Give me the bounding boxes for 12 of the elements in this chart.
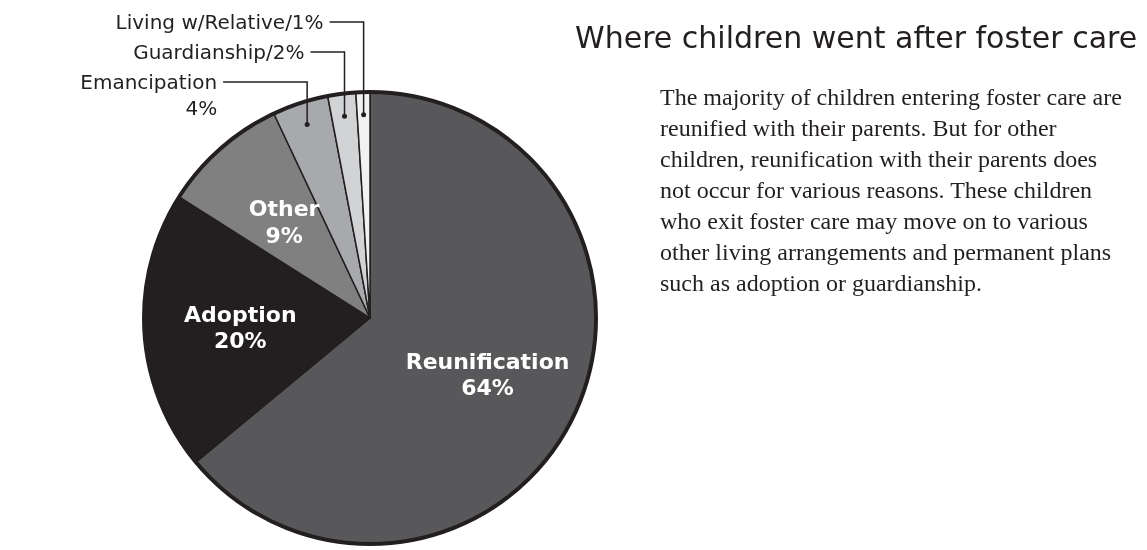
slice-label: Adoption (184, 301, 297, 327)
slice-label: Guardianship/2% (133, 40, 305, 64)
slice-label: Living w/Relative/1% (115, 10, 324, 34)
data-label: 20% (213, 328, 267, 354)
slice-label: Other (248, 196, 320, 222)
slice-label: Reunification (405, 348, 570, 374)
text: The majority of children entering foster care are reunified with their parents. But for other children, reunification with their parents does not occur for various reasons. These children who exit foster care may move on to various other living arrangements and permanent plans such as adoption or guardianship. (660, 84, 1122, 296)
data-label: 64% (461, 375, 514, 401)
slice-label: Emancipation (80, 70, 218, 94)
text: Where children went after foster care (575, 20, 1138, 55)
data-label: 9% (265, 222, 303, 248)
data-label: 4% (185, 96, 218, 120)
